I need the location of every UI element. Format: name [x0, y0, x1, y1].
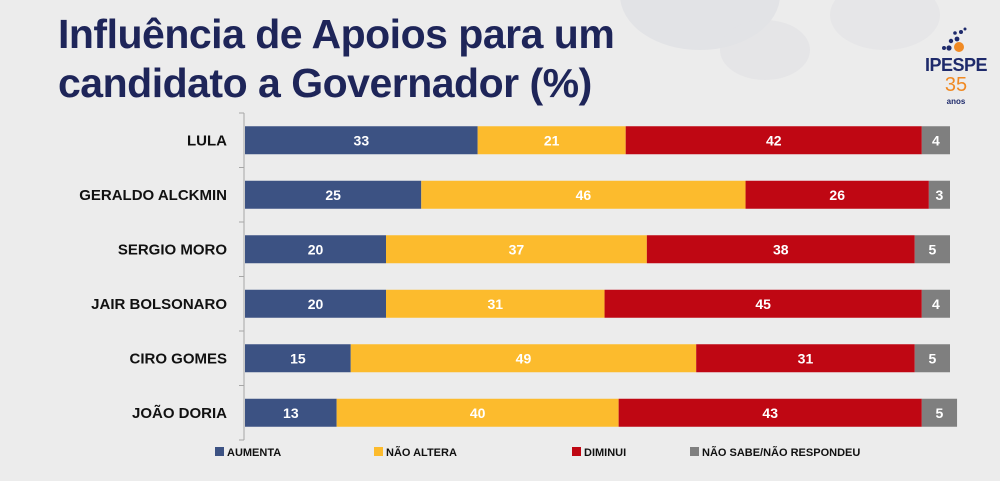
bar-segment-n-o-sabe-n-o-respondeu — [928, 180, 950, 209]
data-label: 5 — [928, 350, 936, 366]
bar-segment-n-o-sabe-n-o-respondeu — [914, 344, 950, 373]
legend-item: AUMENTA — [215, 447, 281, 459]
data-label: 15 — [290, 350, 306, 366]
data-label: 21 — [544, 132, 560, 148]
data-label: 25 — [325, 187, 341, 203]
data-label: 5 — [928, 241, 936, 257]
data-label: 38 — [773, 241, 789, 257]
bar-segment-diminui — [618, 398, 922, 427]
category-label: JOÃO DORIA — [132, 404, 227, 422]
bar-segment-aumenta — [245, 180, 422, 209]
legend-label: DIMINUI — [584, 447, 626, 459]
bar-segment-diminui — [745, 180, 929, 209]
category-label: LULA — [187, 132, 227, 149]
data-label: 4 — [932, 132, 940, 148]
bar-segment-n-o-sabe-n-o-respondeu — [921, 126, 950, 155]
legend-swatch — [215, 447, 224, 456]
data-label: 20 — [308, 296, 324, 312]
chart-title-line-1: Influência de Apoios para um — [58, 11, 615, 57]
data-label: 13 — [283, 405, 299, 421]
bar-segment-aumenta — [245, 344, 351, 373]
data-label: 45 — [755, 296, 771, 312]
bar-segment-n-o-altera — [350, 344, 697, 373]
bar-segment-n-o-altera — [336, 398, 619, 427]
legend-label: NÃO ALTERA — [386, 446, 457, 459]
bar-segment-n-o-sabe-n-o-respondeu — [914, 235, 950, 264]
bar-segment-diminui — [604, 289, 922, 318]
data-label: 3 — [936, 187, 944, 203]
legend-swatch — [572, 447, 581, 456]
bar-segment-diminui — [646, 235, 915, 264]
bar-segment-n-o-sabe-n-o-respondeu — [921, 398, 958, 427]
bar-segment-diminui — [625, 126, 922, 155]
ipespe-logo: IPESPE 35 anos — [925, 25, 995, 120]
legend-label: AUMENTA — [227, 447, 281, 459]
data-label: 37 — [509, 241, 525, 257]
data-label: 49 — [516, 350, 532, 366]
data-label: 4 — [932, 296, 940, 312]
bar-segment-aumenta — [245, 398, 337, 427]
chart-title-line-2: candidato a Governador (%) — [58, 60, 592, 106]
category-label: SERGIO MORO — [118, 241, 228, 258]
legend-swatch — [690, 447, 699, 456]
legend-swatch — [374, 447, 383, 456]
data-label: 46 — [576, 187, 592, 203]
category-label: CIRO GOMES — [129, 350, 227, 367]
data-label: 26 — [829, 187, 845, 203]
logo-brand: IPESPE — [925, 55, 988, 75]
bar-segment-diminui — [696, 344, 915, 373]
bar-segment-n-o-altera — [386, 235, 647, 264]
bar-segment-n-o-sabe-n-o-respondeu — [921, 289, 950, 318]
legend-label: NÃO SABE/NÃO RESPONDEU — [702, 446, 860, 459]
bar-segment-aumenta — [245, 235, 386, 264]
data-label: 31 — [487, 296, 503, 312]
logo-years: 35 — [944, 74, 968, 96]
bar-segment-aumenta — [245, 126, 478, 155]
logo-dots-icon — [942, 27, 967, 52]
data-label: 40 — [470, 405, 486, 421]
chart-title: Influência de Apoios para um candidato a… — [58, 10, 615, 108]
bar-segment-n-o-altera — [421, 180, 746, 209]
data-label: 33 — [354, 132, 370, 148]
logo-years-label: anos — [946, 97, 966, 106]
legend-item: NÃO ALTERA — [374, 446, 457, 459]
data-label: 42 — [766, 132, 782, 148]
legend-item: NÃO SABE/NÃO RESPONDEU — [690, 446, 860, 459]
background-decoration — [720, 20, 810, 80]
bar-segment-n-o-altera — [477, 126, 626, 155]
data-label: 43 — [762, 405, 778, 421]
bar-segment-aumenta — [245, 289, 386, 318]
data-label: 20 — [308, 241, 324, 257]
category-label: GERALDO ALCKMIN — [79, 187, 227, 204]
data-label: 31 — [798, 350, 814, 366]
legend-item: DIMINUI — [572, 447, 626, 459]
category-label: JAIR BOLSONARO — [91, 296, 227, 313]
data-label: 5 — [936, 405, 944, 421]
bar-segment-n-o-altera — [386, 289, 605, 318]
